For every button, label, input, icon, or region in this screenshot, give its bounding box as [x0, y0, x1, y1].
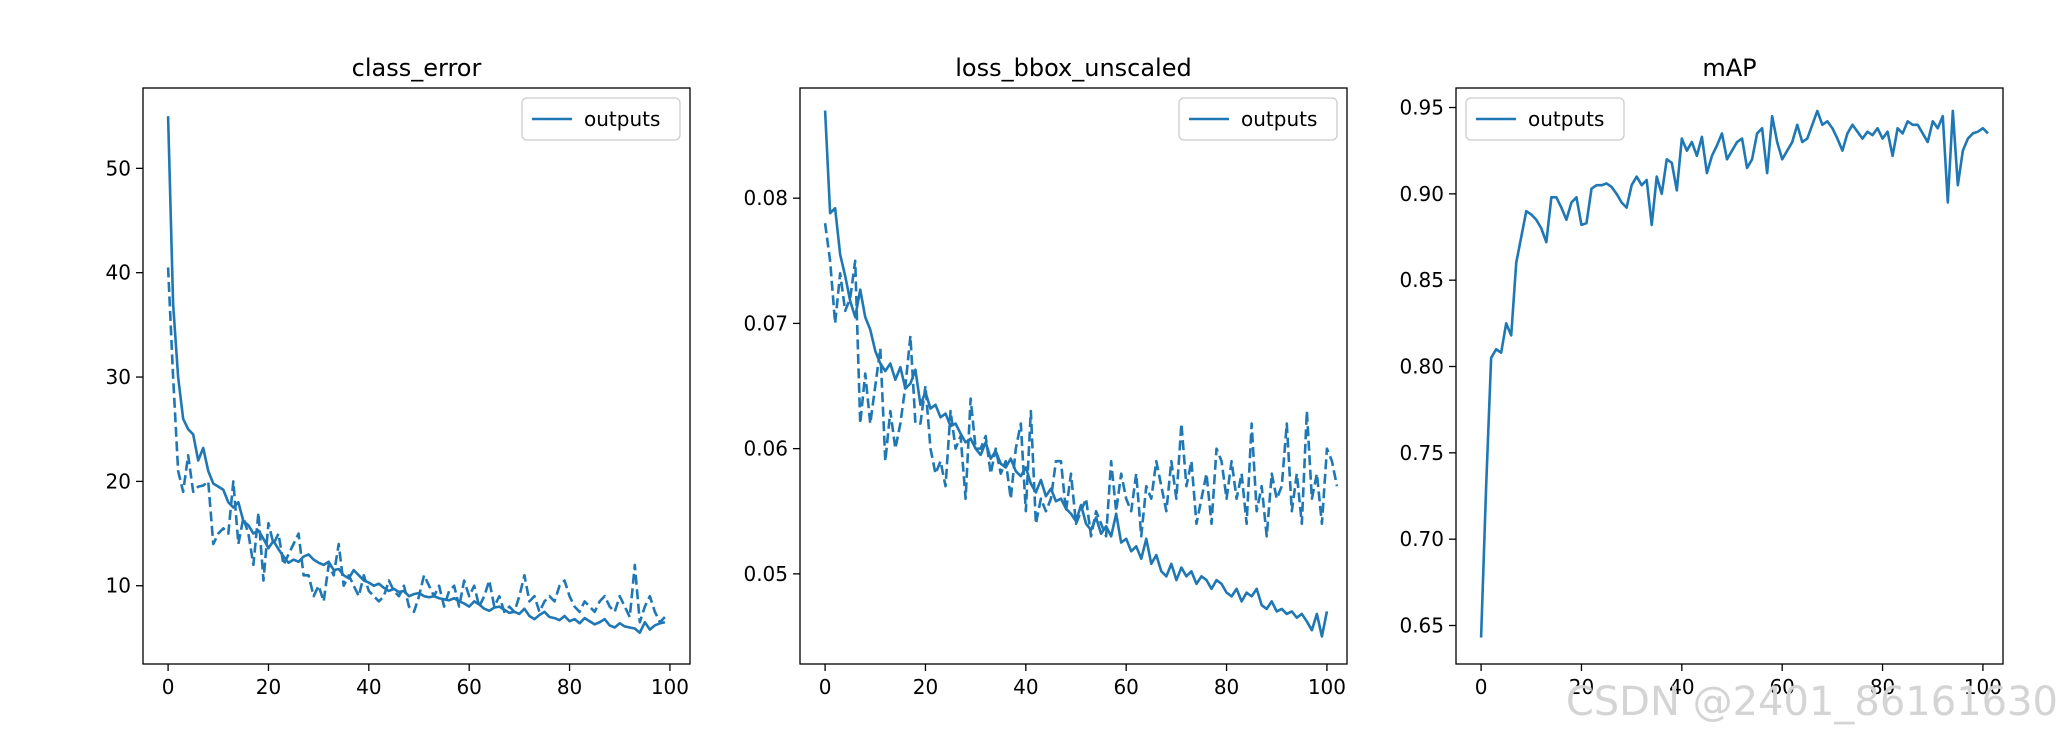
series-line-dashed	[823, 223, 1339, 538]
legend: outputs	[521, 97, 681, 141]
x-tick-label: 40	[356, 675, 381, 699]
series-line-outputs	[1479, 109, 1989, 638]
x-tick-label: 100	[1308, 675, 1346, 699]
y-tick-label: 10	[106, 574, 131, 598]
legend: outputs	[1465, 97, 1625, 141]
x-tick-label: 80	[557, 675, 582, 699]
x-tick-label: 80	[1214, 675, 1239, 699]
x-tick-label: 40	[1013, 675, 1038, 699]
series-line-dashed	[166, 267, 666, 624]
series-line-outputs	[166, 116, 666, 635]
chart-title: mAP	[1702, 54, 1756, 82]
x-tick-label: 60	[456, 675, 481, 699]
legend-box	[521, 97, 681, 141]
y-tick-label: 0.75	[1399, 441, 1444, 465]
legend-box	[1178, 97, 1338, 141]
plot-frame	[1455, 87, 2004, 665]
legend-box	[1465, 97, 1625, 141]
y-tick-label: 0.08	[743, 186, 788, 210]
watermark-text: CSDN @2401_86161630	[1566, 679, 2058, 725]
x-tick-label: 80	[1870, 675, 1895, 699]
y-tick-label: 40	[106, 261, 131, 285]
subplot-map: 0 20 40 60 80 100 0.65 0.70 0.75 0.80 0.85 0.90 0.95…	[1399, 54, 2004, 699]
y-tick-label: 0.80	[1399, 355, 1444, 379]
x-tick-label: 60	[1113, 675, 1138, 699]
legend-label: outputs	[584, 107, 660, 131]
x-tick-label: 0	[819, 675, 832, 699]
y-tick-label: 0.65	[1399, 613, 1444, 637]
plot-frame	[799, 87, 1348, 665]
y-tick-label: 20	[106, 469, 131, 493]
y-tick-label: 0.07	[743, 311, 788, 335]
chart-title: loss_bbox_unscaled	[955, 54, 1191, 82]
x-tick-label: 20	[913, 675, 938, 699]
plot-frame	[142, 87, 691, 665]
legend: outputs	[1178, 97, 1338, 141]
y-tick-label: 0.05	[743, 562, 788, 586]
y-tick-label: 0.70	[1399, 527, 1444, 551]
subplot-loss-bbox-unscaled: 0 20 40 60 80 100 0.05 0.06 0.07 0.08 loss_bbox_un…	[743, 54, 1348, 699]
x-tick-label: 20	[256, 675, 281, 699]
legend-label: outputs	[1528, 107, 1604, 131]
chart-title: class_error	[352, 54, 482, 82]
y-tick-label: 30	[106, 365, 131, 389]
y-tick-label: 0.90	[1399, 182, 1444, 206]
y-tick-label: 50	[106, 156, 131, 180]
x-tick-label: 100	[651, 675, 689, 699]
x-tick-label: 100	[1964, 675, 2002, 699]
x-tick-label: 40	[1669, 675, 1694, 699]
x-tick-label: 60	[1769, 675, 1794, 699]
y-tick-label: 0.85	[1399, 268, 1444, 292]
y-tick-label: 0.06	[743, 437, 788, 461]
legend-label: outputs	[1241, 107, 1317, 131]
x-tick-label: 20	[1569, 675, 1594, 699]
y-tick-label: 0.95	[1399, 96, 1444, 120]
x-tick-label: 0	[1475, 675, 1488, 699]
x-tick-label: 0	[162, 675, 175, 699]
